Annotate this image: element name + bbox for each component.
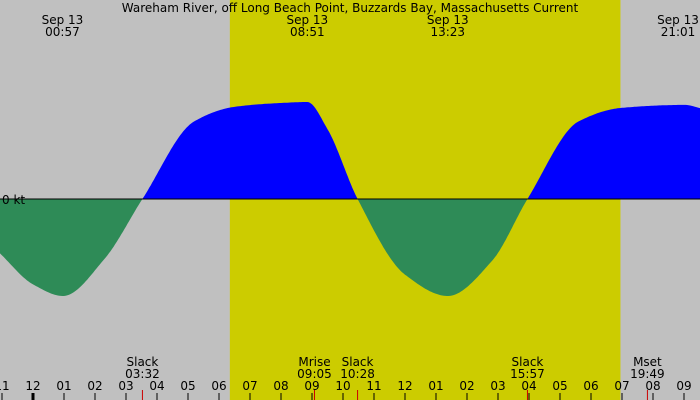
peak-date-label: Sep 13	[42, 13, 84, 27]
hour-tick-label: 03	[118, 379, 133, 393]
event-name-label: Slack	[512, 355, 544, 369]
event-time-label: 09:05	[297, 367, 332, 381]
hour-tick-label: 12	[397, 379, 412, 393]
peak-time-label: 21:01	[661, 25, 696, 39]
event-name-label: Mset	[633, 355, 662, 369]
hour-tick-label: 06	[583, 379, 598, 393]
hour-tick-label: 06	[211, 379, 226, 393]
peak-date-label: Sep 13	[286, 13, 328, 27]
hour-tick-label: 05	[180, 379, 195, 393]
event-name-label: Slack	[127, 355, 159, 369]
hour-tick-label: 05	[552, 379, 567, 393]
event-name-label: Slack	[342, 355, 374, 369]
hour-tick-label: 04	[521, 379, 536, 393]
hour-tick-label: 02	[87, 379, 102, 393]
ebb-current-area	[0, 199, 143, 296]
peak-date-label: Sep 13	[427, 13, 469, 27]
hour-tick-label: 11	[366, 379, 381, 393]
hour-tick-label: 09	[676, 379, 691, 393]
hour-tick-label: 08	[273, 379, 288, 393]
hour-tick-label: 02	[459, 379, 474, 393]
ebb-current-area	[357, 199, 528, 296]
event-time-label: 15:57	[510, 367, 545, 381]
hour-tick-label: 10	[335, 379, 350, 393]
hour-tick-label: 01	[428, 379, 443, 393]
chart-title: Wareham River, off Long Beach Point, Buz…	[122, 1, 579, 15]
event-time-label: 03:32	[125, 367, 160, 381]
peak-time-label: 08:51	[290, 25, 325, 39]
peak-time-label: 13:23	[430, 25, 465, 39]
event-time-label: 19:49	[630, 367, 665, 381]
hour-tick-label: 01	[56, 379, 71, 393]
hour-tick-label: 09	[304, 379, 319, 393]
flood-current-area	[142, 102, 358, 199]
hour-tick-label: 11	[0, 379, 10, 393]
hour-tick-label: 07	[242, 379, 257, 393]
hour-tick-label: 12	[25, 379, 40, 393]
flood-current-area	[527, 104, 700, 199]
peak-time-label: 00:57	[45, 25, 80, 39]
event-time-label: 10:28	[340, 367, 375, 381]
hour-tick-label: 08	[645, 379, 660, 393]
hour-tick-label: 03	[490, 379, 505, 393]
zero-axis-label: 0 kt	[2, 193, 25, 207]
hour-tick-label: 04	[149, 379, 164, 393]
hour-tick-label: 07	[614, 379, 629, 393]
event-name-label: Mrise	[298, 355, 330, 369]
peak-date-label: Sep 13	[657, 13, 699, 27]
